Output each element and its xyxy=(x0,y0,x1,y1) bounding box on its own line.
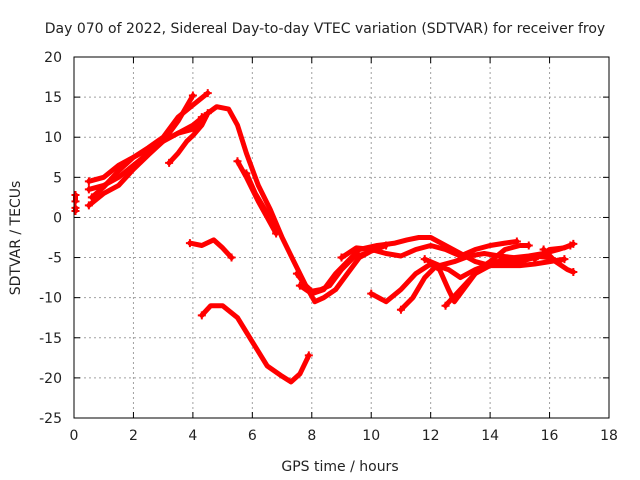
series-endpoint-marker xyxy=(242,169,251,178)
series-endpoint-marker xyxy=(188,91,197,100)
series-arc-10 xyxy=(339,239,520,261)
x-tick-label: 8 xyxy=(307,428,316,444)
series-endpoint-marker xyxy=(165,158,174,167)
y-tick-label: 10 xyxy=(44,130,62,146)
series-arc-18 xyxy=(199,303,312,385)
x-axis-label: GPS time / hours xyxy=(281,459,398,475)
x-tick-label: 4 xyxy=(188,428,197,444)
y-tick-label: -25 xyxy=(39,411,62,427)
chart-title: Day 070 of 2022, Sidereal Day-to-day VTE… xyxy=(45,21,605,37)
series-endpoint-marker xyxy=(84,185,93,194)
series-endpoint-marker xyxy=(185,239,194,248)
series-endpoint-marker xyxy=(295,281,304,290)
x-tick-label: 10 xyxy=(362,428,380,444)
series-arc-15 xyxy=(532,241,576,262)
series-endpoint-marker xyxy=(84,201,93,210)
x-tick-label: 6 xyxy=(248,428,257,444)
series-endpoint-marker xyxy=(87,193,96,202)
series-endpoint-marker xyxy=(227,253,236,262)
data-series xyxy=(71,89,578,385)
series-endpoint-marker xyxy=(569,267,578,276)
x-tick-label: 14 xyxy=(481,428,499,444)
y-tick-label: -15 xyxy=(39,331,62,347)
series-endpoint-marker xyxy=(292,269,301,278)
x-tick-label: 2 xyxy=(129,428,138,444)
series-endpoint-marker xyxy=(71,207,80,216)
y-tick-label: -20 xyxy=(39,371,62,387)
series-endpoint-marker xyxy=(337,253,346,262)
y-tick-label: 15 xyxy=(44,90,62,106)
y-tick-label: 5 xyxy=(53,170,62,186)
y-tick-label: 20 xyxy=(44,50,62,66)
series-arc-7 xyxy=(243,170,279,232)
series-arc-5 xyxy=(166,104,389,305)
y-axis-label: SDTVAR / TECUs xyxy=(8,181,24,296)
axis-ticks: 0 2 4 6 8 10 12 14 16 18 20 15 10 5 0 -5 -10 -15 -20 -25 xyxy=(39,50,618,444)
series-endpoint-marker xyxy=(539,245,548,254)
series-arc-17 xyxy=(187,237,234,261)
series-endpoint-marker xyxy=(203,89,212,98)
series-endpoint-marker xyxy=(272,225,281,234)
series-arc-16 xyxy=(541,247,576,275)
y-tick-label: -5 xyxy=(48,251,62,267)
series-endpoint-marker xyxy=(560,255,569,264)
series-endpoint-marker xyxy=(84,177,93,186)
series-endpoint-marker xyxy=(233,157,242,166)
x-tick-label: 18 xyxy=(600,428,618,444)
plot-frame xyxy=(73,56,610,419)
series-endpoint-marker xyxy=(441,301,450,310)
y-tick-label: 0 xyxy=(53,210,62,226)
x-tick-label: 12 xyxy=(422,428,440,444)
series-endpoint-marker xyxy=(530,255,539,264)
series-endpoint-marker xyxy=(396,305,405,314)
x-tick-label: 16 xyxy=(541,428,559,444)
series-arc-4 xyxy=(86,114,205,192)
series-endpoint-marker xyxy=(420,255,429,264)
series-endpoint-marker xyxy=(569,239,578,248)
series-endpoint-marker xyxy=(197,311,206,320)
y-tick-label: -10 xyxy=(39,291,62,307)
series-endpoint-marker xyxy=(367,289,376,298)
x-tick-label: 0 xyxy=(70,428,79,444)
series-arc-13 xyxy=(443,256,567,309)
series-endpoint-marker xyxy=(304,351,313,360)
series-endpoint-marker xyxy=(524,241,533,250)
